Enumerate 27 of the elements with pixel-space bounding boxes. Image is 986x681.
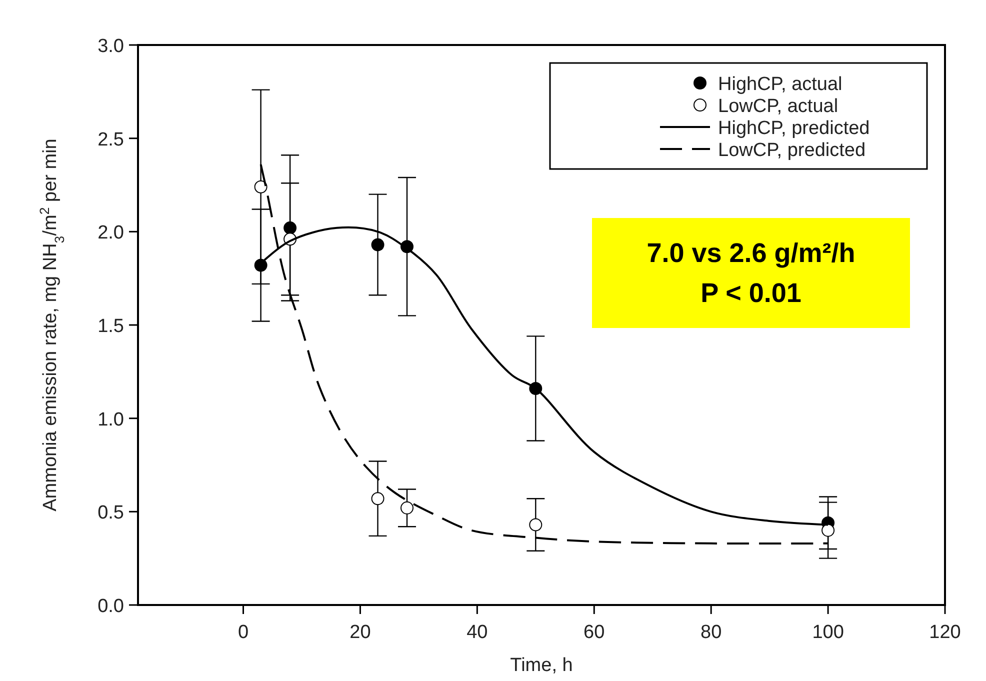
y-tick-label: 0.5	[98, 502, 124, 524]
x-tick-label: 40	[466, 622, 488, 643]
x-tick-label: 80	[700, 622, 722, 643]
y-tick-label: 2.5	[98, 129, 124, 150]
y-tick-label: 1.5	[98, 316, 124, 337]
point	[371, 238, 384, 252]
point	[400, 501, 414, 514]
legend-label: HighCP, predicted	[718, 118, 870, 139]
y-tick-label: 2.0	[98, 222, 124, 244]
x-tick-label: 20	[350, 622, 371, 643]
annotation: P < 0.01	[700, 278, 802, 308]
y-tick-label: 1.0	[98, 409, 124, 430]
x-tick-label: 100	[812, 622, 844, 643]
annotation: 7.0 vs 2.6 g/m²/h	[646, 238, 856, 268]
point	[822, 524, 835, 537]
y-tick-label: 0.0	[98, 596, 124, 617]
y-tick-label: 3.0	[98, 36, 124, 57]
x-tick-label: 120	[929, 622, 961, 643]
point	[254, 180, 268, 194]
x-tick-label: 60	[584, 622, 605, 643]
x-tick-label: 0	[238, 622, 249, 643]
legend-label: LowCP, actual	[718, 96, 838, 117]
point	[529, 518, 542, 532]
legend-label: HighCP, actual	[718, 74, 842, 95]
point	[371, 492, 384, 506]
x-axis-title: Time, h	[510, 655, 573, 676]
legend-label: LowCP, predicted	[718, 140, 866, 161]
